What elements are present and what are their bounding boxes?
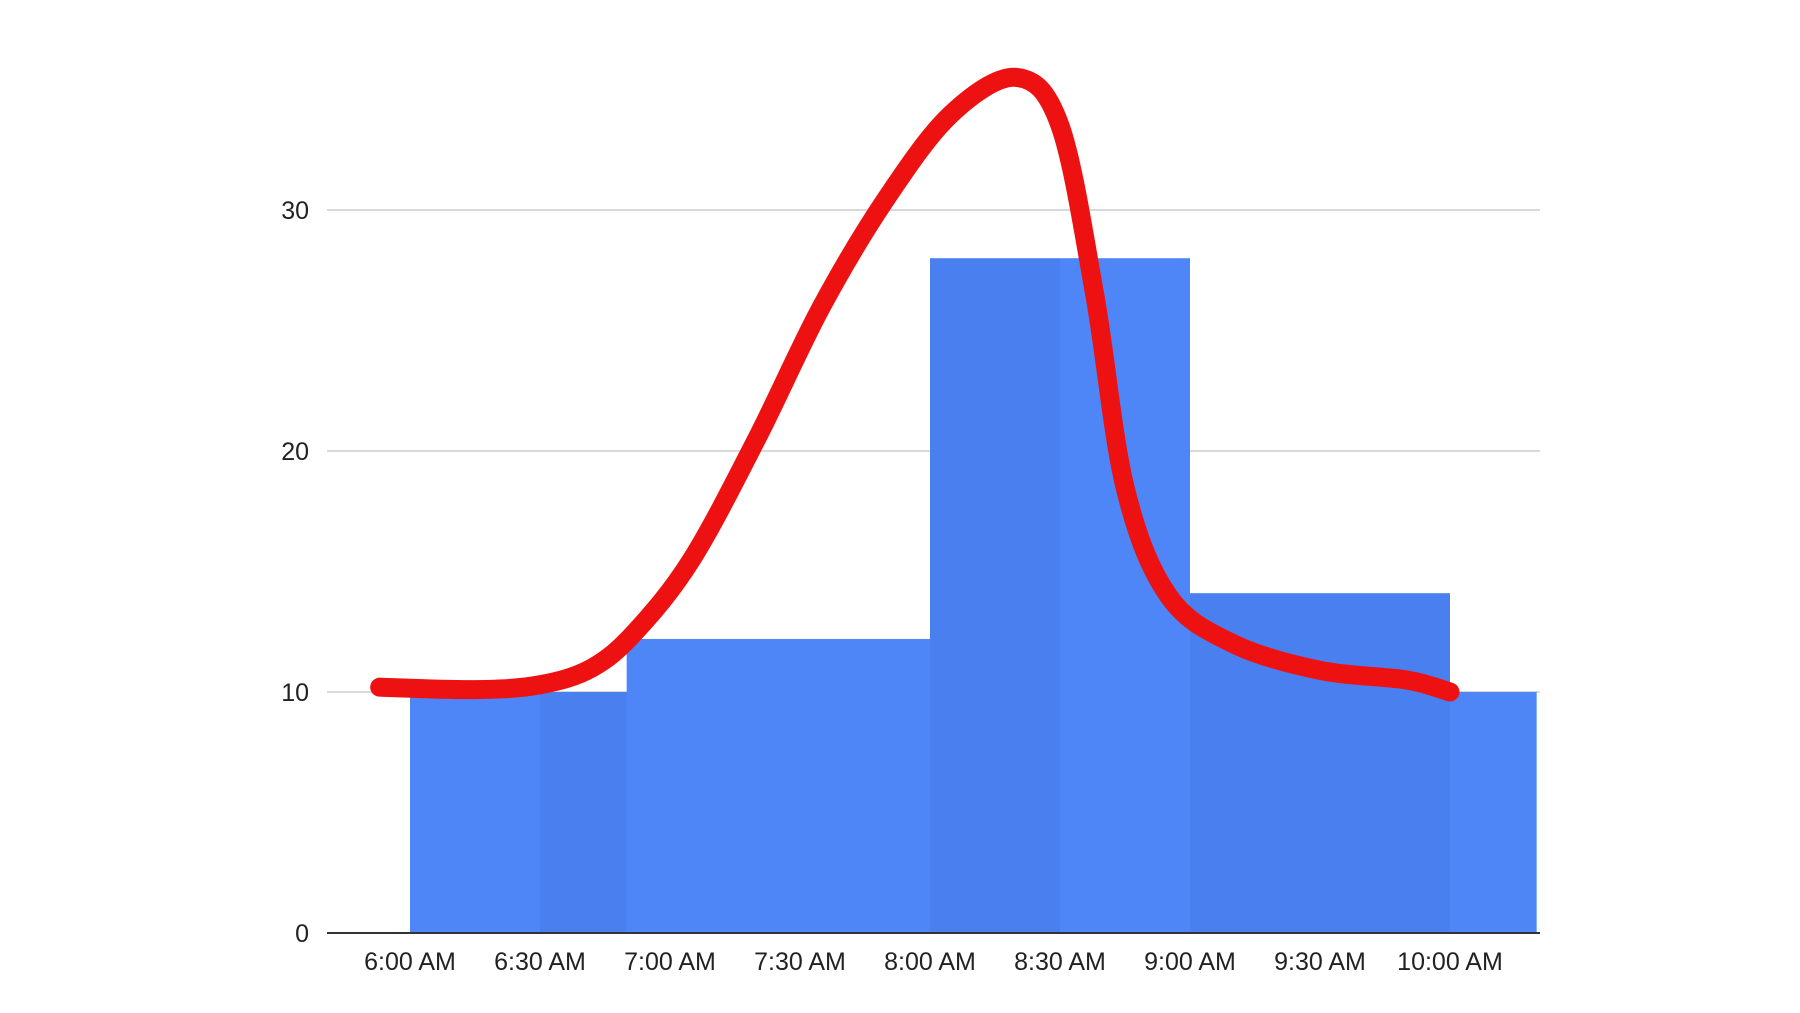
curve-line bbox=[370, 67, 1460, 702]
y-tick-labels: 0 10 20 30 bbox=[281, 197, 309, 948]
x-tick-label-1: 6:30 AM bbox=[494, 948, 586, 976]
y-tick-label-2: 20 bbox=[281, 438, 309, 466]
x-tick-label-7: 9:30 AM bbox=[1274, 948, 1366, 976]
bars bbox=[410, 258, 1537, 933]
x-tick-label-4: 8:00 AM bbox=[884, 948, 976, 976]
x-tick-label-8: 10:00 AM bbox=[1397, 948, 1503, 976]
x-tick-label-6: 9:00 AM bbox=[1144, 948, 1236, 976]
y-tick-label-3: 30 bbox=[281, 197, 309, 225]
x-tick-label-5: 8:30 AM bbox=[1014, 948, 1106, 976]
y-tick-label-1: 10 bbox=[281, 679, 309, 707]
bar-3 bbox=[930, 258, 1060, 933]
y-tick-label-0: 0 bbox=[295, 920, 309, 948]
bar-2 bbox=[626, 638, 930, 933]
x-tick-label-2: 7:00 AM bbox=[624, 948, 716, 976]
x-tick-labels: 6:00 AM 6:30 AM 7:00 AM 7:30 AM 8:00 AM 8:30 … bbox=[364, 948, 1503, 976]
bar-0 bbox=[410, 692, 540, 933]
bar-6 bbox=[1450, 692, 1537, 933]
curve-layer bbox=[370, 67, 1460, 702]
x-tick-label-0: 6:00 AM bbox=[364, 948, 456, 976]
x-tick-label-3: 7:30 AM bbox=[754, 948, 846, 976]
